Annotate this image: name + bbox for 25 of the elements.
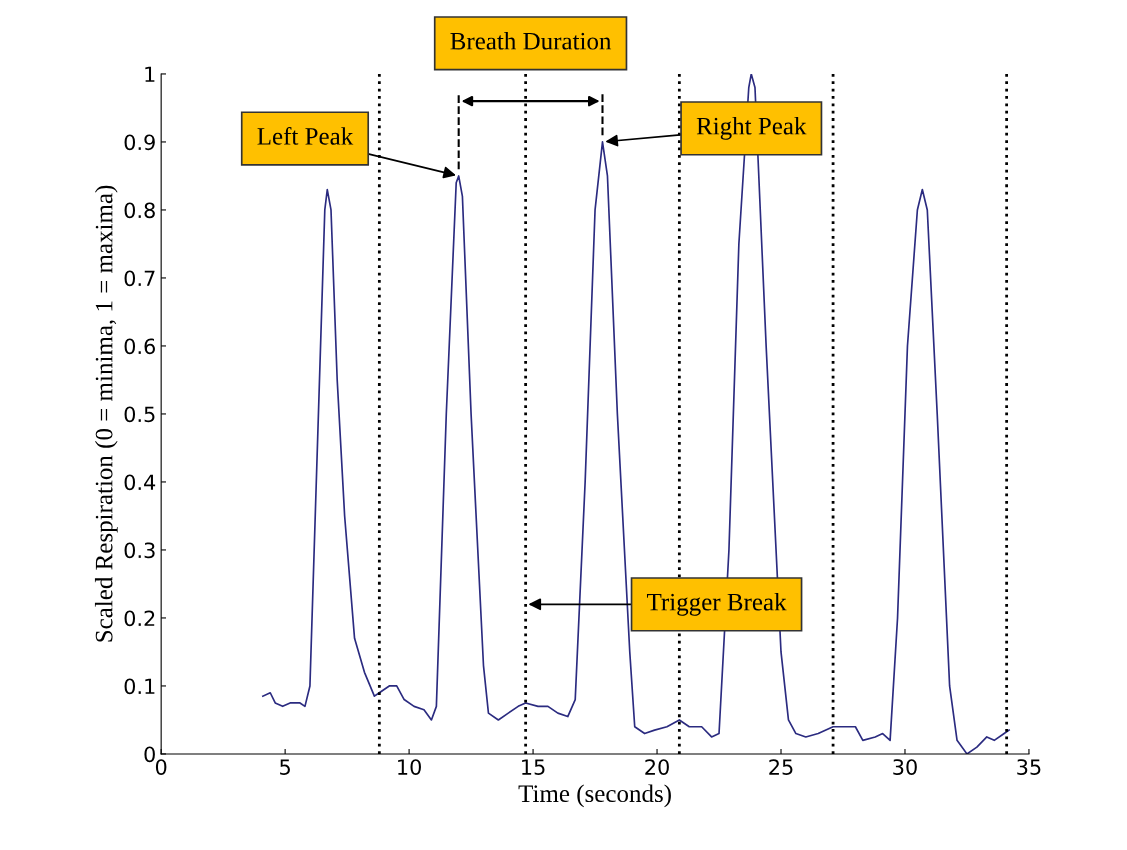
y-tick-label: 0.1 xyxy=(124,678,155,695)
annotation: Breath Duration xyxy=(450,32,612,50)
y-axis-title: Scaled Respiration (0 = minima, 1 = maxima) xyxy=(94,185,118,642)
y-tick-label: 0.4 xyxy=(124,474,156,491)
x-tick-label: 0 xyxy=(155,759,167,775)
annotation: Left Peak xyxy=(257,126,354,145)
y-tick-label: 1 xyxy=(145,66,155,82)
y-tick-label: 0 xyxy=(144,746,155,763)
x-tick-label: 30 xyxy=(893,759,917,775)
x-tick-label: 35 xyxy=(1017,759,1041,775)
x-tick-label: 10 xyxy=(398,759,421,775)
annotation: Trigger Break xyxy=(646,592,787,616)
x-axis-title: Time (seconds) xyxy=(518,784,671,808)
x-tick-label: 20 xyxy=(645,759,669,775)
y-tick-label: 0.7 xyxy=(124,270,155,287)
y-tick-label: 0.2 xyxy=(124,610,155,627)
y-tick-label: 0.6 xyxy=(124,338,155,355)
x-tick-label: 25 xyxy=(769,759,793,775)
y-tick-label: 0.3 xyxy=(124,542,155,559)
y-tick-label: 0.9 xyxy=(124,134,155,151)
y-tick-label: 0.8 xyxy=(124,202,155,219)
x-tick-label: 15 xyxy=(522,759,545,775)
y-tick-label: 0.5 xyxy=(124,406,155,423)
x-tick-label: 5 xyxy=(280,759,290,775)
annotation: Right Peak xyxy=(696,116,807,140)
